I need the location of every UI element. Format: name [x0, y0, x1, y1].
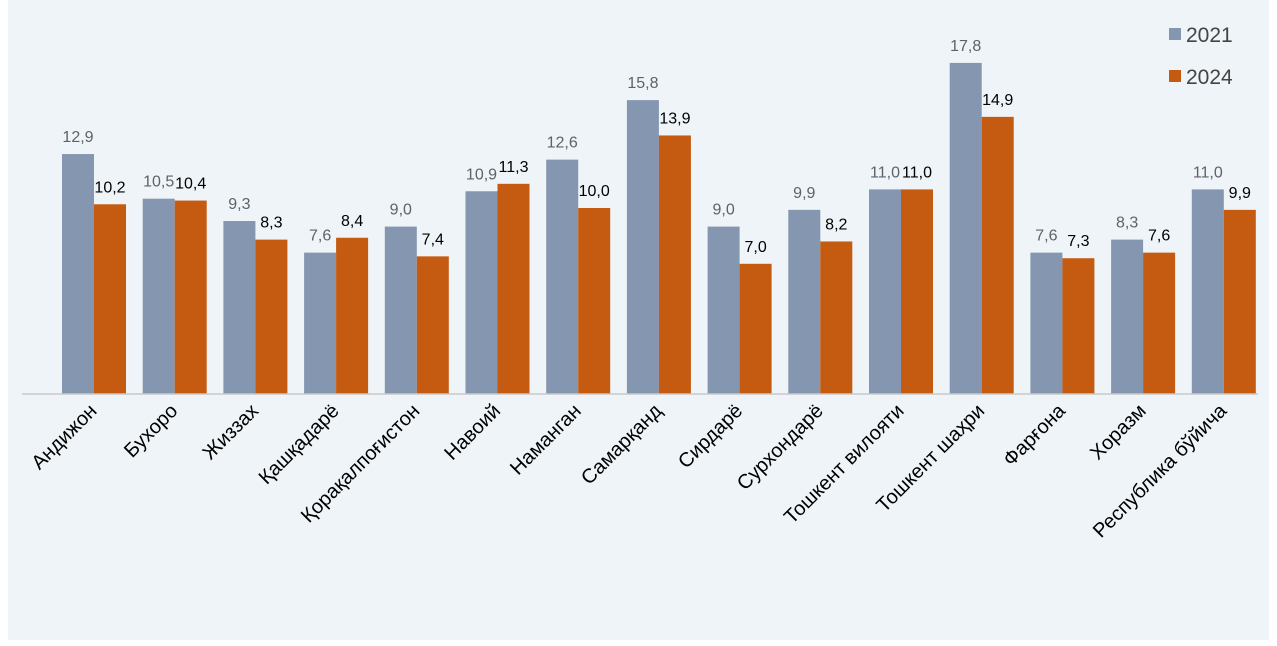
bar-2021-6	[465, 191, 498, 394]
bar-2021-4	[304, 252, 337, 394]
bar-2024-7	[578, 208, 611, 394]
bar-2024-9	[739, 263, 772, 394]
legend-swatch-2021	[1169, 28, 1181, 40]
category-label-9: Сирдарё	[674, 400, 747, 473]
value-label-2024-10: 8,2	[825, 216, 847, 233]
category-label-8: Самарқанд	[577, 400, 667, 490]
value-label-2024-2: 10,4	[175, 176, 206, 193]
value-label-2021-11: 11,0	[870, 164, 900, 181]
category-label-2: Бухоро	[120, 400, 182, 462]
bar-2024-6	[497, 183, 530, 394]
bar-2021-14	[1111, 239, 1144, 394]
value-label-2021-4: 7,6	[309, 228, 331, 245]
value-label-2024-11: 11,0	[902, 164, 932, 181]
category-label-1: Андижон	[27, 400, 101, 474]
bar-2024-13	[1062, 258, 1095, 394]
bar-2021-7	[546, 159, 579, 394]
legend: 2021 2024	[1169, 24, 1233, 89]
bar-2021-2	[142, 198, 175, 394]
bar-2024-4	[336, 237, 369, 394]
bar-2021-1	[62, 154, 94, 394]
bar-2024-1	[94, 204, 126, 394]
bar-2021-9	[707, 226, 740, 394]
legend-label-2024: 2024	[1186, 66, 1233, 89]
value-label-2024-12: 14,9	[982, 92, 1013, 109]
value-label-2021-7: 12,6	[547, 135, 578, 152]
bar-2024-8	[658, 135, 691, 394]
category-labels-layer: Андижон Бухоро ЖиззахҚашқадарёҚорақалпоғис…	[27, 399, 1232, 542]
bar-2021-11	[869, 189, 901, 394]
bar-2024-10	[820, 241, 853, 394]
value-label-2021-5: 9,0	[390, 202, 412, 219]
bars-layer	[62, 62, 1256, 395]
category-label-15: Республика бўйича	[1089, 399, 1232, 542]
value-label-2021-3: 9,3	[228, 196, 250, 213]
value-label-2024-3: 8,3	[260, 215, 282, 232]
bar-2021-10	[788, 209, 821, 394]
category-label-6: Навоий	[440, 400, 505, 465]
value-label-2024-6: 11,3	[499, 159, 529, 176]
value-labels-layer: 12,910,2 10,5 10,49,38,37,68,49,07,410,9 11…	[62, 38, 1251, 256]
bar-2024-3	[255, 239, 288, 394]
value-label-2024-7: 10,0	[579, 183, 610, 200]
category-label-14: Хоразм	[1086, 400, 1150, 464]
value-label-2024-15: 9,9	[1229, 185, 1251, 202]
value-label-2021-14: 8,3	[1116, 215, 1138, 232]
bar-2024-11	[901, 189, 933, 394]
bar-2021-8	[626, 100, 659, 395]
category-label-13: Фарғона	[999, 399, 1070, 470]
value-label-2021-10: 9,9	[793, 185, 815, 202]
category-label-3: Жиззах	[199, 400, 263, 464]
value-label-2021-15: 11,0	[1193, 164, 1223, 181]
value-label-2021-13: 7,6	[1035, 228, 1057, 245]
value-label-2024-9: 7,0	[744, 239, 766, 256]
bar-2021-12	[949, 62, 982, 395]
value-label-2024-14: 7,6	[1148, 228, 1170, 245]
value-label-2021-9: 9,0	[712, 202, 734, 219]
value-label-2021-2: 10,5	[143, 174, 174, 191]
bar-2021-3	[223, 221, 256, 394]
legend-label-2021: 2021	[1186, 24, 1233, 47]
bar-2024-14	[1143, 252, 1176, 394]
value-label-2024-13: 7,3	[1067, 233, 1089, 250]
bar-2024-15	[1223, 209, 1256, 394]
bar-2024-5	[416, 256, 449, 394]
value-label-2021-1: 12,9	[62, 129, 93, 146]
value-label-2024-5: 7,4	[422, 231, 444, 248]
category-label-7: Наманган	[506, 400, 586, 480]
value-label-2021-12: 17,8	[950, 38, 981, 55]
bar-2021-13	[1030, 252, 1063, 394]
value-label-2024-8: 13,9	[659, 110, 690, 127]
bar-2024-2	[174, 200, 207, 394]
bar-2024-12	[981, 116, 1014, 395]
category-label-4: Қашқадарё	[255, 400, 344, 489]
value-label-2024-1: 10,2	[94, 179, 125, 196]
bar-2021-5	[384, 226, 417, 394]
bar-2021-15	[1191, 189, 1224, 394]
value-label-2024-4: 8,4	[341, 213, 363, 230]
value-label-2021-6: 10,9	[466, 166, 497, 183]
legend-swatch-2024	[1169, 70, 1181, 82]
value-label-2021-8: 15,8	[627, 75, 658, 92]
